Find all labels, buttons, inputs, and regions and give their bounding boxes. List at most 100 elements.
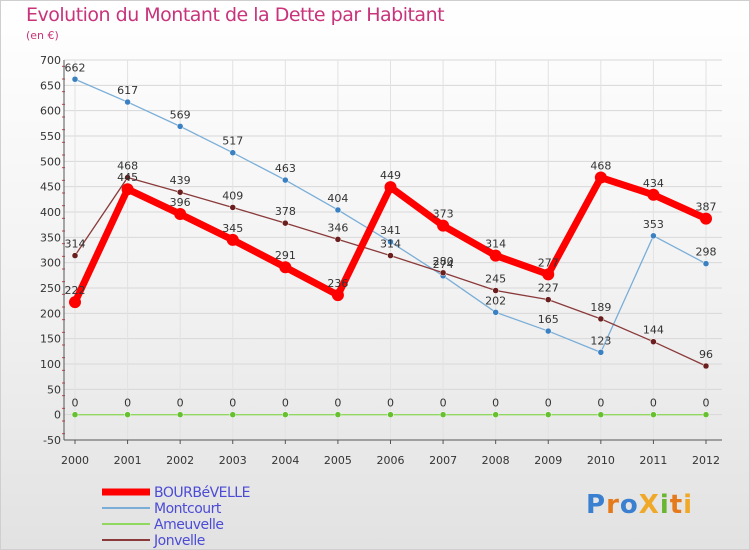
x-tick-label: 2007 (429, 454, 457, 467)
x-tick-label: 2001 (114, 454, 142, 467)
data-point (597, 411, 605, 418)
y-tick-label: 300 (40, 257, 61, 270)
y-tick-label: 650 (40, 79, 61, 92)
data-label: 245 (485, 273, 506, 286)
y-tick-label: 100 (40, 358, 61, 371)
y-tick-label: 150 (40, 333, 61, 346)
logo-letter: r (606, 490, 620, 520)
data-label: 396 (170, 196, 191, 209)
data-point (492, 411, 499, 418)
data-label: 0 (703, 397, 710, 410)
data-label: 378 (275, 205, 296, 218)
data-label: 189 (590, 301, 611, 314)
data-point (650, 232, 657, 240)
data-label: 314 (485, 238, 506, 251)
y-tick-label: 250 (40, 282, 61, 295)
chart-subtitle: (en €) (26, 29, 59, 42)
data-label: 373 (433, 208, 454, 221)
data-point (282, 411, 289, 418)
data-point (229, 149, 236, 156)
data-point (545, 411, 552, 418)
data-label: 341 (380, 224, 401, 237)
legend-label: Montcourt (154, 501, 222, 517)
data-point (702, 260, 710, 267)
data-label: 0 (440, 397, 447, 410)
data-label: 345 (222, 222, 243, 235)
data-point (439, 269, 447, 277)
data-point (387, 238, 394, 246)
data-label: 346 (327, 221, 348, 234)
data-point (124, 411, 131, 418)
data-label: 0 (545, 397, 552, 410)
data-label: 0 (72, 397, 79, 410)
data-label: 314 (65, 238, 86, 251)
data-point (700, 212, 712, 225)
data-point (279, 261, 292, 274)
legend-label: Ameuvelle (154, 517, 224, 533)
data-point (229, 204, 236, 211)
data-label: 468 (590, 160, 611, 173)
data-label: 662 (65, 61, 86, 74)
x-tick-label: 2005 (324, 454, 352, 467)
data-label: 0 (124, 397, 131, 410)
x-tick-label: 2004 (271, 454, 299, 467)
data-point (597, 315, 605, 323)
data-label: 222 (65, 284, 86, 297)
y-tick-label: 0 (54, 409, 61, 422)
data-label: 96 (699, 348, 713, 361)
chart-title: Evolution du Montant de la Dette par Hab… (26, 4, 445, 26)
data-point (594, 171, 607, 184)
data-label: 468 (117, 160, 138, 173)
legend-label: BOURBéVELLE (154, 485, 250, 501)
data-point (282, 176, 289, 184)
data-label: 165 (538, 313, 559, 326)
x-tick-label: 2010 (587, 454, 615, 467)
data-point (702, 362, 710, 370)
legend-label: Jonvelle (153, 533, 205, 549)
x-tick-label: 2008 (482, 454, 510, 467)
data-label: 404 (327, 192, 348, 205)
data-point (71, 252, 79, 259)
data-point (492, 287, 499, 294)
data-label: 569 (170, 108, 191, 121)
x-tick-label: 2012 (692, 454, 720, 467)
grid (64, 59, 722, 441)
data-point (437, 219, 450, 232)
y-tick-label: -50 (43, 434, 61, 447)
data-point (71, 411, 79, 418)
data-label: 277 (538, 256, 559, 269)
y-tick-label: 50 (47, 383, 61, 396)
data-label: 353 (643, 218, 664, 231)
data-point (542, 268, 555, 281)
data-point (282, 219, 289, 227)
data-label: 439 (170, 174, 191, 187)
y-tick-label: 500 (40, 155, 61, 168)
data-label: 445 (117, 171, 138, 184)
x-tick-label: 2009 (534, 454, 562, 467)
data-label: 274 (433, 258, 454, 271)
data-label: 463 (275, 162, 296, 175)
data-point (650, 338, 657, 345)
data-label: 202 (485, 294, 506, 307)
data-label: 291 (275, 249, 296, 262)
data-point (69, 296, 81, 309)
data-label: 280 (433, 255, 454, 268)
axes: -50 0 50 100 150 200 250 300 350 400 450 500 550 600 6… (40, 54, 722, 467)
y-tick-label: 550 (40, 130, 61, 143)
data-label: 434 (643, 177, 664, 190)
logo-letter: t (669, 490, 684, 520)
logo-letter: X (638, 490, 660, 520)
data-point (334, 206, 342, 214)
data-label: 387 (696, 201, 717, 214)
data-point (229, 411, 236, 418)
data-point (702, 411, 710, 418)
logo-letter: P (586, 490, 607, 520)
data-label: 0 (229, 397, 236, 410)
logo-letter: o (619, 490, 639, 520)
x-tick-label: 2006 (377, 454, 405, 467)
data-label: 0 (177, 397, 184, 410)
data-point (545, 327, 552, 335)
data-point (597, 349, 605, 356)
data-point (331, 289, 344, 302)
